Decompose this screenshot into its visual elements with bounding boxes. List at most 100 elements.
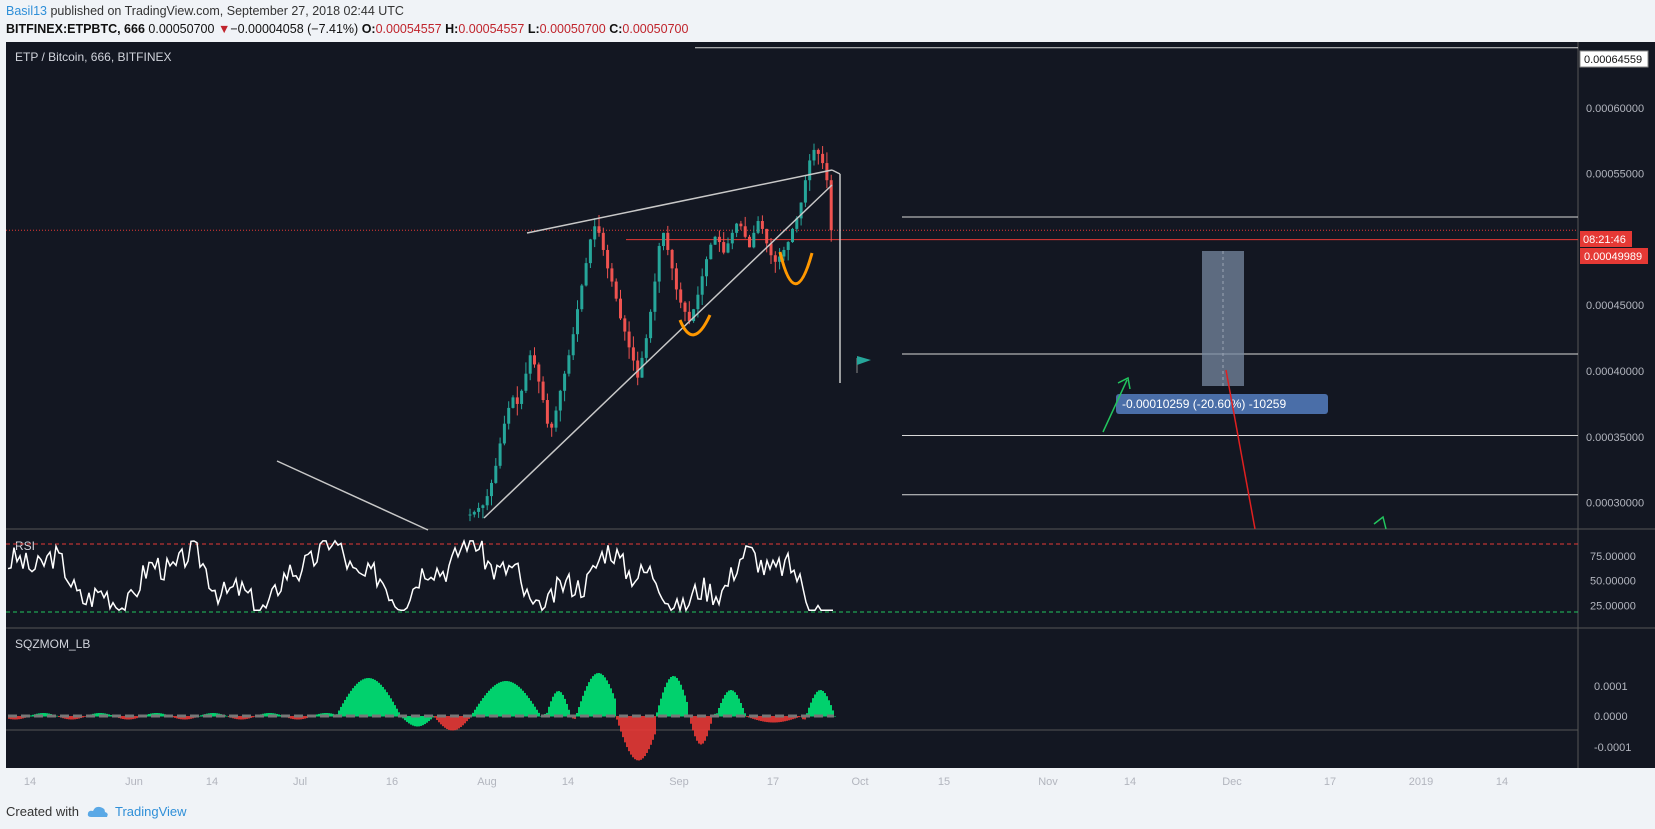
sqz-bar <box>428 716 430 722</box>
sqz-bar <box>344 699 346 717</box>
trendline-descending[interactable] <box>276 460 429 531</box>
trendline-upper[interactable] <box>526 169 833 234</box>
sqz-bar <box>420 716 422 726</box>
sqz-bar <box>302 716 304 720</box>
sqz-bar <box>526 695 528 717</box>
candle-body <box>773 255 777 262</box>
sqz-bar <box>440 716 442 725</box>
candle-body <box>498 443 502 466</box>
sqz-bar <box>808 707 810 717</box>
sqz-bar <box>18 716 20 720</box>
sqz-bar <box>10 716 12 720</box>
candle-body <box>769 243 773 256</box>
candle-body <box>657 246 661 282</box>
sqz-bar <box>484 695 486 717</box>
sqz-bar <box>366 678 368 717</box>
trendline-lower[interactable] <box>483 184 833 519</box>
sqz-bar <box>504 681 506 717</box>
sqz-bar <box>586 686 588 717</box>
sqz-bar <box>506 681 508 717</box>
sqz-bar <box>364 678 366 717</box>
sqz-bar <box>738 698 740 717</box>
sqz-bar <box>658 705 660 717</box>
sqz-bar <box>580 701 582 717</box>
time-tick-label: Aug <box>477 776 497 788</box>
sqz-bar <box>638 716 640 761</box>
cup-handle-left[interactable] <box>678 314 712 337</box>
sqz-bar <box>72 716 74 720</box>
projection-red-line[interactable] <box>1225 369 1256 530</box>
sqz-bar <box>244 716 246 720</box>
sqz-bar <box>550 701 552 717</box>
sqz-bar <box>294 716 296 720</box>
sqz-bar <box>698 716 700 744</box>
sqz-bar <box>664 687 666 717</box>
chart-canvas[interactable]: ETP / Bitcoin, 666, BITFINEX RSI SQZMOM_… <box>0 40 1655 792</box>
sqz-bar <box>264 713 266 717</box>
sqz-bar <box>462 716 464 726</box>
candle-body <box>722 242 726 253</box>
sqz-bar <box>592 676 594 717</box>
sqz-bar <box>200 715 202 717</box>
sqz-bar <box>520 688 522 717</box>
sqz-bar <box>496 683 498 717</box>
sqz-bar <box>480 700 482 717</box>
sqz-bar <box>500 681 502 717</box>
candle-body <box>588 239 592 264</box>
sqz-bar <box>300 716 302 720</box>
sqz-bar <box>266 713 268 717</box>
candle-body <box>545 400 549 424</box>
sqz-bar <box>600 673 602 717</box>
sqz-bar <box>362 679 364 717</box>
sqz-bar <box>618 716 620 726</box>
tradingview-cloud-icon <box>87 806 108 817</box>
candle-body <box>567 355 571 374</box>
sqz-bar <box>554 693 556 717</box>
sqz-bar <box>558 691 560 717</box>
measure-label-box <box>1116 394 1328 414</box>
sqz-bar <box>512 682 514 717</box>
sqz-tick-label: 0.0000 <box>1594 711 1628 723</box>
sqz-bar <box>406 716 408 722</box>
sqz-bar <box>494 685 496 717</box>
sqz-bar <box>174 716 176 718</box>
candle-body <box>520 390 524 404</box>
sqz-bar <box>604 677 606 717</box>
time-tick-label: Oct <box>851 776 868 788</box>
tradingview-link[interactable]: TradingView <box>114 804 187 819</box>
sqz-bar <box>32 714 34 717</box>
sqz-bar <box>654 716 656 735</box>
candle-body <box>760 221 764 229</box>
close-value: 0.00050700 <box>622 22 689 36</box>
sqz-bar <box>390 698 392 717</box>
rsi-tick-label: 50.00000 <box>1590 576 1636 588</box>
sqz-bar <box>742 707 744 717</box>
sqz-bar <box>498 682 500 717</box>
sqz-bar <box>122 716 124 720</box>
candle-body <box>511 397 515 408</box>
candle-body <box>739 223 743 227</box>
cup-handle-right[interactable] <box>778 251 814 286</box>
sqz-bar <box>822 690 824 717</box>
candle-body <box>614 281 618 299</box>
sqz-bar <box>724 694 726 717</box>
projection-green-arrow[interactable] <box>1102 379 1128 433</box>
time-tick-label: 14 <box>1124 776 1136 788</box>
sqz-bar <box>452 716 454 731</box>
rsi-line <box>7 538 833 614</box>
sqz-bar <box>426 716 428 723</box>
sqz-bar <box>348 693 350 717</box>
sqz-bar <box>706 716 708 737</box>
sqz-bar <box>602 675 604 717</box>
sqz-bar <box>778 716 780 723</box>
price-scale-background[interactable] <box>1578 42 1655 768</box>
author-link[interactable]: Basil13 <box>6 4 47 18</box>
candle-body <box>502 423 506 444</box>
sqz-bar <box>422 716 424 726</box>
sqz-bar <box>608 684 610 717</box>
sqz-bar <box>298 716 300 720</box>
candle-body <box>808 160 812 181</box>
sqz-bar <box>678 680 680 717</box>
flag-icon[interactable] <box>856 356 871 373</box>
sqz-bar <box>292 716 294 720</box>
